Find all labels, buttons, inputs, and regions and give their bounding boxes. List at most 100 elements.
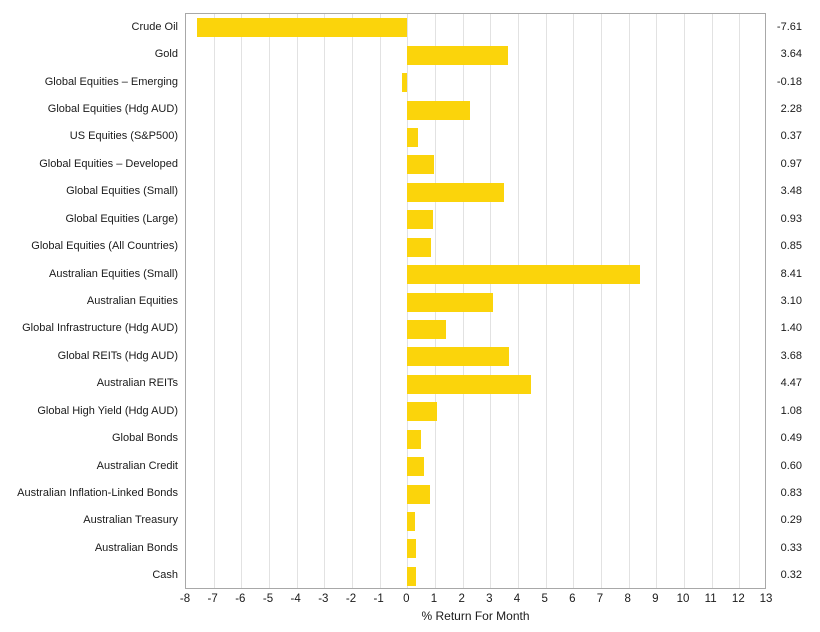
gridline — [684, 14, 685, 588]
bar — [407, 265, 640, 285]
x-tick-label: 1 — [430, 593, 438, 605]
value-label: 0.60 — [780, 459, 802, 472]
gridline — [296, 14, 298, 588]
x-tick-label: 6 — [569, 593, 576, 605]
x-tick-label: -3 — [318, 593, 329, 605]
plot-area — [185, 13, 766, 589]
gridline — [352, 14, 353, 588]
category-label: Global Equities (Large) — [65, 212, 178, 225]
bar — [407, 402, 438, 422]
x-tick-label: -5 — [262, 593, 274, 605]
category-label: Global REITs (Hdg AUD) — [57, 349, 178, 362]
value-label: 0.29 — [780, 514, 802, 527]
bar — [407, 347, 510, 367]
value-label: 3.64 — [780, 48, 802, 61]
value-label: 3.48 — [780, 185, 802, 198]
value-label: 0.33 — [780, 541, 802, 554]
category-label: Australian Inflation-Linked Bonds — [17, 487, 178, 499]
x-tick-label: -6 — [235, 593, 246, 605]
gridline — [601, 14, 602, 588]
bar — [407, 566, 417, 586]
x-tick-label: 13 — [759, 593, 773, 605]
bar — [407, 511, 416, 531]
category-label: Global Equities (All Countries) — [31, 240, 178, 253]
value-label: 4.47 — [780, 377, 802, 390]
gridline — [656, 14, 658, 588]
category-label: Global Equities – Developed — [39, 157, 178, 170]
bar — [407, 319, 447, 339]
x-axis-title: % Return For Month — [421, 609, 530, 623]
bar — [407, 182, 504, 202]
gridline — [379, 14, 381, 588]
category-label: Crude Oil — [131, 20, 178, 33]
x-tick-label: 12 — [731, 593, 745, 605]
value-label: -0.18 — [776, 75, 802, 88]
gridline — [628, 14, 630, 588]
gridline — [324, 14, 326, 588]
x-tick-label: 2 — [458, 593, 465, 605]
x-tick-label: -4 — [290, 593, 301, 605]
bar — [407, 100, 471, 120]
value-label: 1.40 — [780, 322, 802, 335]
x-tick-label: 5 — [541, 593, 548, 605]
category-label: Australian Treasury — [83, 514, 178, 527]
bar — [407, 45, 509, 65]
category-label: Australian Credit — [96, 459, 178, 472]
x-tick-label: -1 — [373, 593, 384, 605]
value-label: 2.28 — [780, 103, 802, 115]
bar — [407, 429, 421, 449]
bar — [407, 374, 531, 394]
category-label: Global Equities – Emerging — [44, 75, 178, 88]
x-tick-label: 4 — [513, 593, 521, 605]
category-label: Global Equities (Small) — [66, 185, 178, 198]
value-label: 0.37 — [780, 130, 802, 143]
value-label: 0.83 — [780, 487, 802, 499]
bar — [402, 73, 408, 93]
x-tick-label: 7 — [596, 593, 604, 605]
value-label: 0.32 — [780, 569, 802, 582]
x-tick-label: 0 — [403, 593, 410, 605]
bar — [196, 18, 408, 38]
category-label: Global Bonds — [111, 432, 178, 445]
value-label: 0.93 — [780, 212, 802, 225]
value-label: 1.08 — [780, 404, 802, 417]
x-tick-label: -8 — [179, 593, 191, 605]
gridline — [213, 14, 215, 588]
bar — [407, 127, 418, 147]
bar — [407, 155, 435, 175]
bar — [407, 539, 417, 559]
value-label: 0.49 — [780, 432, 802, 445]
value-label: 3.10 — [780, 295, 802, 307]
category-label: US Equities (S&P500) — [69, 130, 178, 143]
value-label: 0.97 — [780, 157, 802, 170]
x-tick-label: 9 — [652, 593, 659, 605]
bar — [407, 237, 431, 257]
gridline — [269, 14, 270, 588]
x-tick-label: 10 — [676, 593, 690, 605]
gridline — [573, 14, 575, 588]
gridline — [518, 14, 519, 588]
category-label: Australian Equities (Small) — [49, 267, 178, 280]
category-label: Australian REITs — [96, 377, 178, 390]
bar — [407, 457, 424, 477]
category-label: Australian Bonds — [94, 541, 178, 554]
x-tick-label: -7 — [207, 593, 218, 605]
category-label: Gold — [154, 48, 178, 61]
bar — [407, 484, 431, 504]
bar — [407, 210, 434, 230]
category-label: Australian Equities — [86, 295, 178, 307]
value-label: 8.41 — [780, 267, 802, 280]
category-label: Global Equities (Hdg AUD) — [47, 103, 178, 115]
x-tick-label: -2 — [345, 593, 357, 605]
gridline — [711, 14, 713, 588]
bar — [407, 292, 494, 312]
category-label: Global Infrastructure (Hdg AUD) — [22, 322, 178, 335]
x-tick-label: 3 — [486, 593, 493, 605]
gridline — [241, 14, 243, 588]
x-tick-label: 11 — [704, 593, 717, 605]
category-label: Global High Yield (Hdg AUD) — [37, 404, 178, 417]
x-tick-label: 8 — [624, 593, 631, 605]
gridline — [739, 14, 741, 588]
value-label: 0.85 — [780, 240, 802, 253]
